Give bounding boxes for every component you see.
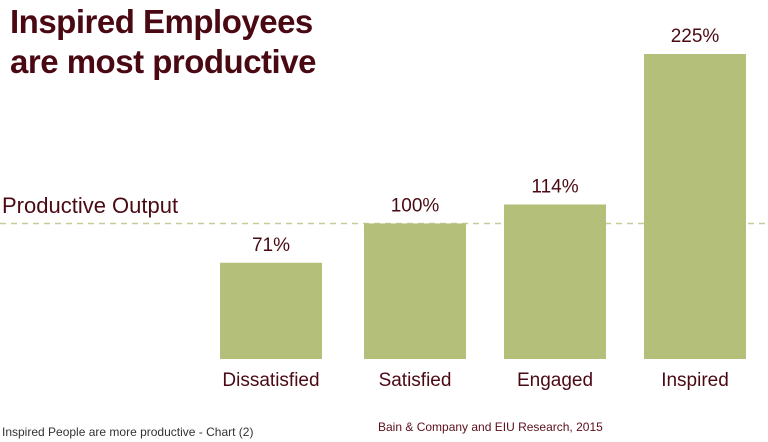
chart-title: Inspired Employees are most productive (10, 2, 316, 82)
source-note: Bain & Company and EIU Research, 2015 (378, 420, 603, 434)
reference-line-label: Productive Output (2, 193, 179, 218)
data-label: 114% (531, 176, 578, 197)
bar-engaged (504, 204, 606, 359)
category-label: Engaged (517, 370, 593, 391)
bar-satisfied (364, 223, 466, 359)
data-label: 71% (252, 235, 290, 256)
category-label: Dissatisfied (222, 370, 319, 391)
chart-caption: Inspired People are more productive - Ch… (2, 425, 254, 439)
category-label: Satisfied (379, 370, 452, 391)
bar-inspired (644, 54, 746, 359)
bar-dissatisfied (220, 262, 322, 359)
data-label: 225% (671, 26, 720, 47)
data-label: 100% (391, 195, 440, 216)
category-label: Inspired (661, 370, 729, 391)
title-line-2: are most productive (10, 43, 316, 80)
title-line-1: Inspired Employees (10, 3, 313, 40)
